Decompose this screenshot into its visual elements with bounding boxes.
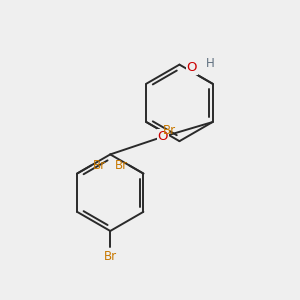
Text: Br: Br <box>115 159 128 172</box>
Text: Br: Br <box>93 159 106 172</box>
Text: H: H <box>206 57 215 70</box>
Text: O: O <box>158 130 168 143</box>
Text: O: O <box>187 61 197 74</box>
Text: Br: Br <box>104 250 117 263</box>
Text: Br: Br <box>163 124 176 136</box>
